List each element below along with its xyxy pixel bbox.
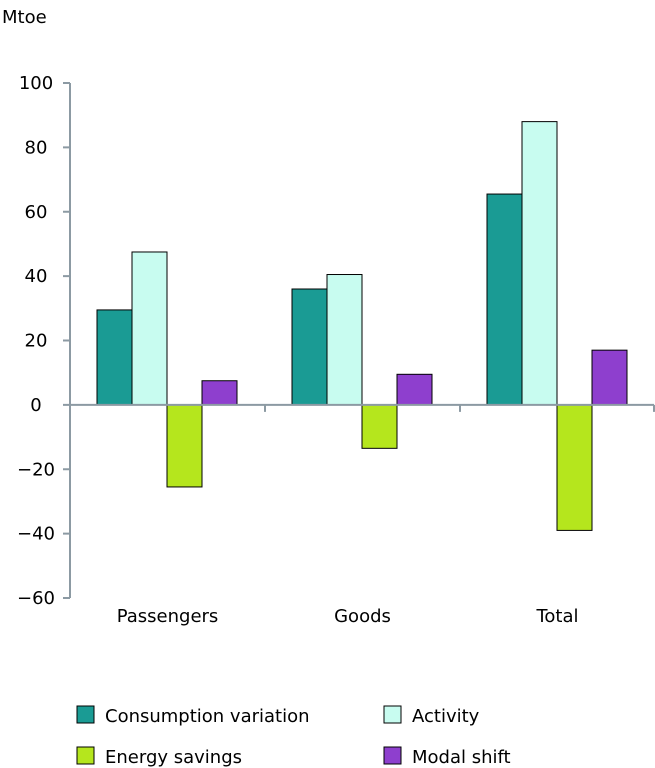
y-tick-label: 100 xyxy=(19,73,53,94)
bars xyxy=(96,121,628,531)
bar-total-activity xyxy=(521,121,558,406)
category-labels: Passengers Goods Total xyxy=(117,606,579,627)
y-tick-label: −60 xyxy=(17,588,55,609)
legend-label: Modal shift xyxy=(412,747,511,768)
bar-passengers-consumption-variation xyxy=(96,309,133,406)
legend-label: Consumption variation xyxy=(105,706,310,727)
legend: Consumption variation Activity Energy savi… xyxy=(76,705,511,768)
y-tick-label: 40 xyxy=(25,266,48,287)
legend-swatch xyxy=(76,705,95,724)
bar-goods-activity xyxy=(326,274,363,406)
bar-goods-modal-shift xyxy=(396,373,433,406)
category-label-goods: Goods xyxy=(334,606,391,627)
y-tick-label: 60 xyxy=(25,202,48,223)
legend-label: Activity xyxy=(412,706,480,727)
legend-item-energy-savings: Energy savings xyxy=(76,746,242,768)
bar-passengers-energy-savings xyxy=(166,404,203,488)
legend-item-activity: Activity xyxy=(383,705,480,727)
y-unit-label: Mtoe xyxy=(2,7,47,28)
legend-swatch xyxy=(383,746,402,765)
legend-swatch xyxy=(76,746,95,765)
legend-item-consumption-variation: Consumption variation xyxy=(76,705,310,727)
legend-item-modal-shift: Modal shift xyxy=(383,746,511,768)
bar-passengers-activity xyxy=(131,251,168,406)
y-tick-label: 20 xyxy=(25,331,48,352)
bar-goods-consumption-variation xyxy=(291,288,328,406)
bar-goods-energy-savings xyxy=(361,404,398,449)
y-tick-label: 0 xyxy=(30,395,41,416)
bar-total-consumption-variation xyxy=(486,193,523,406)
axes xyxy=(63,82,655,599)
y-tick-label: 80 xyxy=(25,137,48,158)
category-label-total: Total xyxy=(535,606,578,627)
y-tick-labels: −60 −40 −20 0 20 40 60 80 100 xyxy=(17,73,55,609)
y-tick-label: −40 xyxy=(17,524,55,545)
legend-swatch xyxy=(383,705,402,724)
category-label-passengers: Passengers xyxy=(117,606,219,627)
legend-label: Energy savings xyxy=(105,747,242,768)
bar-passengers-modal-shift xyxy=(201,380,238,406)
bar-total-energy-savings xyxy=(556,404,593,531)
y-tick-label: −20 xyxy=(17,459,55,480)
bar-total-modal-shift xyxy=(591,349,628,406)
